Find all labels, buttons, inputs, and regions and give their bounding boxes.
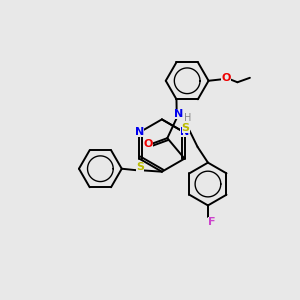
Text: O: O: [221, 73, 231, 82]
Text: S: S: [182, 123, 190, 133]
Text: N: N: [174, 110, 183, 119]
Text: O: O: [144, 139, 153, 149]
Text: S: S: [136, 162, 145, 172]
Text: F: F: [208, 217, 215, 227]
Text: H: H: [184, 113, 192, 123]
Text: N: N: [135, 128, 144, 137]
Text: N: N: [180, 128, 189, 137]
